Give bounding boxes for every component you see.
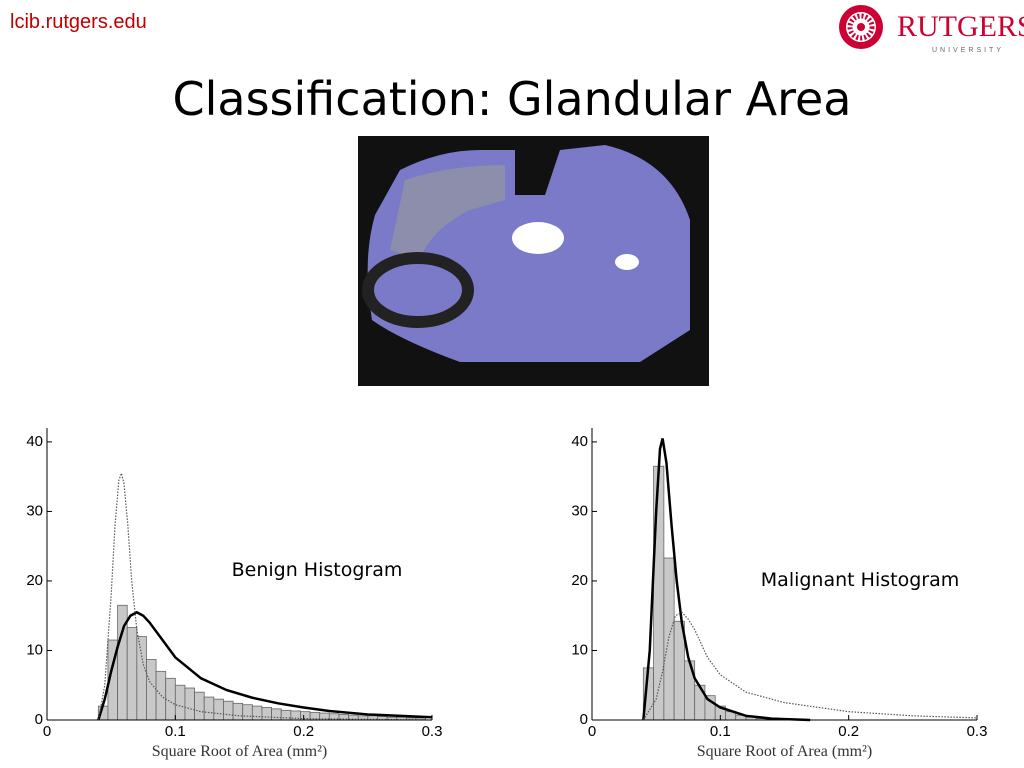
logo-name: RUTGERS [897,10,1024,43]
bar [251,705,263,721]
y-tick-label: 20 [26,572,43,589]
fit-curve [97,471,433,721]
fit-curve [642,438,811,722]
x-tick-label: 0.1 [710,723,731,740]
logo-sub: UNIVERSITY [932,47,1004,54]
fit-curve [642,611,978,721]
x-tick-label: 0.1 [165,723,186,740]
dark-ring [362,252,474,328]
x-tick-label: 0 [43,723,51,740]
lumen [615,254,639,270]
bar [203,696,215,721]
bar [223,700,234,721]
bar [357,715,369,721]
y-tick-label: 40 [571,433,588,450]
y-tick-label: 0 [35,711,43,728]
bar [184,687,195,721]
bar [146,659,157,721]
logo-rays [847,13,875,41]
fit-curve [97,610,433,721]
y-tick-label: 40 [26,433,43,450]
bar [194,691,205,721]
x-axis-label: Square Root of Area (mm²) [152,743,327,760]
y-tick-label: 10 [26,641,43,658]
bar [663,557,675,721]
chart-annotation: Benign Histogram [232,559,403,581]
x-axis-label: Square Root of Area (mm²) [697,743,872,760]
stroma [390,165,505,260]
bar [261,707,272,721]
site-url: lcib.rutgers.edu [10,11,147,33]
bar [165,677,176,721]
lumen [512,222,564,254]
y-tick-label: 30 [571,502,588,519]
bar [126,627,138,721]
bar [232,702,244,721]
x-tick-label: 0.2 [293,723,314,740]
bar [242,704,253,721]
x-tick-label: 0.3 [967,723,988,740]
slide-title: Classification: Glandular Area [173,72,852,126]
x-tick-label: 0 [588,723,596,740]
chart-annotation: Malignant Histogram [761,569,959,591]
bar [271,708,282,721]
bar [309,711,321,721]
tissue-image [358,136,709,386]
bar [653,465,665,721]
y-tick-label: 20 [571,572,588,589]
y-tick-label: 0 [580,711,588,728]
y-tick-label: 30 [26,502,43,519]
bar [673,620,685,721]
x-tick-label: 0.2 [838,723,859,740]
x-tick-label: 0.3 [422,723,443,740]
bar [213,698,224,721]
bar [136,636,147,721]
logo-center [857,23,865,31]
y-tick-label: 10 [571,641,588,658]
logo: RUTGERS UNIVERSITY [839,5,1024,54]
bar [174,684,186,721]
